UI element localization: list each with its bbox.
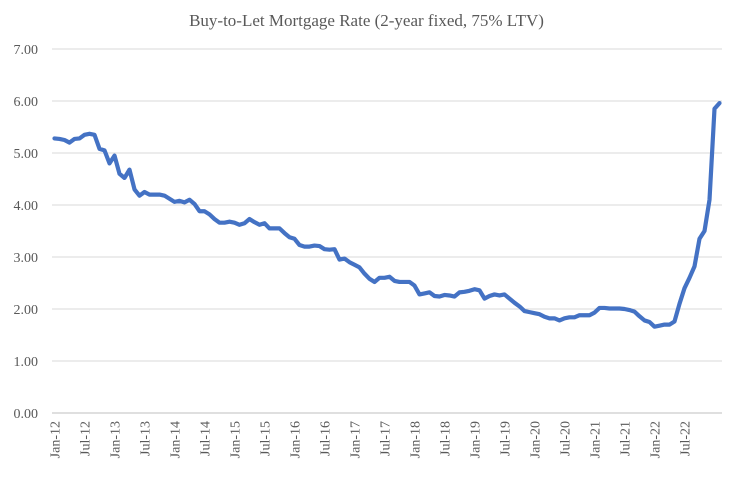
- x-tick-label: Jul-15: [259, 421, 274, 456]
- x-tick-label: Jan-17: [349, 421, 364, 458]
- x-tick-label: Jul-18: [439, 421, 454, 456]
- x-tick-label: Jul-14: [199, 421, 214, 456]
- x-tick-label: Jan-20: [529, 421, 544, 458]
- x-tick-label: Jul-13: [139, 421, 154, 456]
- x-tick-label: Jul-21: [619, 421, 634, 456]
- x-tick-label: Jan-21: [589, 421, 604, 458]
- y-tick-label: 1.00: [14, 355, 39, 370]
- x-tick-label: Jan-18: [409, 421, 424, 458]
- x-tick-label: Jul-17: [379, 421, 394, 456]
- x-tick-label: Jul-22: [679, 421, 694, 456]
- x-tick-label: Jan-22: [649, 421, 664, 458]
- y-tick-label: 5.00: [14, 147, 39, 162]
- x-tick-label: Jul-19: [499, 421, 514, 456]
- chart-title: Buy-to-Let Mortgage Rate (2-year fixed, …: [189, 11, 544, 30]
- x-axis-tick-labels: Jan-12 Jul-12 Jan-13 Jul-13 Jan-14 Jul-14 Jan-…: [49, 421, 694, 458]
- y-tick-label: 2.00: [14, 303, 39, 318]
- y-tick-label: 3.00: [14, 251, 39, 266]
- x-tick-label: Jan-13: [109, 421, 124, 458]
- gridlines: [52, 48, 722, 362]
- x-tick-label: Jul-12: [79, 421, 94, 456]
- y-tick-label: 6.00: [14, 95, 39, 110]
- series-line: [52, 100, 722, 329]
- series-group: [52, 100, 722, 329]
- x-tick-label: Jan-15: [229, 421, 244, 458]
- x-tick-label: Jan-16: [289, 421, 304, 458]
- y-tick-label: 7.00: [14, 43, 39, 58]
- y-tick-label: 4.00: [14, 199, 39, 214]
- y-tick-label: 0.00: [14, 407, 39, 422]
- x-tick-label: Jan-12: [49, 421, 64, 458]
- y-axis-tick-labels: 0.00 1.00 2.00 3.00 4.00 5.00 6.00 7.00: [14, 43, 39, 422]
- x-tick-label: Jan-19: [469, 421, 484, 458]
- x-tick-label: Jan-14: [169, 421, 184, 458]
- x-tick-label: Jul-20: [559, 421, 574, 456]
- x-tick-label: Jul-16: [319, 421, 334, 456]
